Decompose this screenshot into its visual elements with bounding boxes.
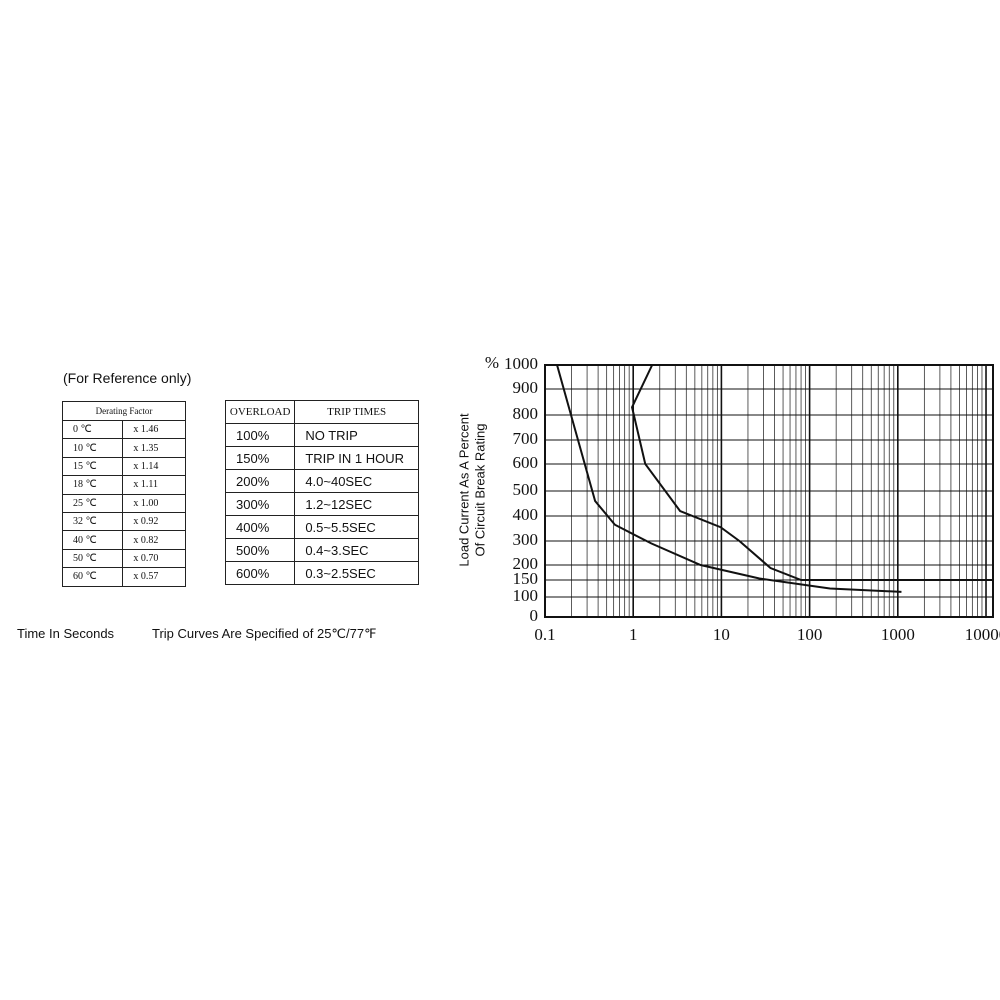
- table-row: 100% NO TRIP: [224, 423, 419, 447]
- table-cell: x 0.92: [122, 511, 186, 532]
- table-row: 40 ℃ x 0.82: [61, 530, 186, 550]
- y-axis-label: Load Current As A Percent: [456, 413, 471, 567]
- table-cell: NO TRIP: [294, 423, 419, 447]
- y-tick-label: 200: [513, 554, 539, 573]
- table-cell: 1.2~12SEC: [294, 492, 419, 516]
- table-row: 400% 0.5~5.5SEC: [224, 515, 419, 539]
- overload-table: OVERLOAD TRIP TIMES 100% NO TRIP 150% TRIP I…: [224, 400, 419, 585]
- table-cell: x 0.57: [122, 567, 186, 587]
- table-cell: x 1.35: [122, 438, 186, 458]
- table-row: 50 ℃ x 0.70: [61, 548, 186, 569]
- y-tick-label: 1000: [504, 354, 538, 373]
- table-cell: x 1.11: [122, 475, 186, 495]
- table-cell: 0.5~5.5SEC: [294, 515, 419, 539]
- table-cell: 0 ℃: [61, 419, 124, 440]
- y-tick-label: 900: [513, 378, 539, 397]
- y-tick-label: 400: [513, 505, 539, 524]
- table-cell: 15 ℃: [61, 456, 124, 477]
- footer-left: Time In Seconds: [17, 626, 115, 641]
- table-cell: x 1.14: [122, 456, 186, 477]
- y-tick-label: 300: [513, 530, 539, 549]
- table-row: 300% 1.2~12SEC: [224, 492, 419, 516]
- x-tick-label: 1: [629, 625, 638, 644]
- trip-curve: [630, 364, 993, 581]
- table-cell: 300%: [224, 492, 296, 516]
- table-cell: 40 ℃: [61, 530, 124, 550]
- table-cell: 600%: [224, 561, 296, 585]
- table-row: 0 ℃ x 1.46: [61, 419, 186, 440]
- x-tick-label: 10: [713, 625, 730, 644]
- y-axis-label: Of Circuit Break Rating: [472, 424, 487, 557]
- table-cell: 500%: [224, 538, 296, 562]
- y-unit: %: [485, 353, 499, 372]
- derating-table: Derating Factor 0 ℃ x 1.46 10 ℃ x 1.35 15 ℃ x…: [61, 401, 186, 587]
- table-row: 32 ℃ x 0.92: [61, 511, 186, 532]
- table-cell: 200%: [224, 469, 296, 493]
- table-cell: 100%: [224, 423, 296, 447]
- reference-note: (For Reference only): [63, 370, 192, 386]
- table-cell: 32 ℃: [61, 511, 124, 532]
- table-cell: x 0.70: [122, 548, 186, 569]
- table-cell: 50 ℃: [61, 548, 124, 569]
- y-tick-label: 100: [513, 586, 539, 605]
- table-cell: x 1.46: [122, 419, 186, 440]
- table-row: 200% 4.0~40SEC: [224, 469, 419, 493]
- table-row: 15 ℃ x 1.14: [61, 456, 186, 477]
- y-tick-label: 700: [513, 429, 539, 448]
- x-tick-label: 100: [797, 625, 823, 644]
- table-row: 60 ℃ x 0.57: [61, 567, 186, 587]
- table-row: 25 ℃ x 1.00: [61, 493, 186, 513]
- table-cell: 0.4~3.SEC: [294, 538, 419, 562]
- table-cell: 150%: [224, 446, 296, 470]
- table-cell: x 0.82: [122, 530, 186, 550]
- table-header: OVERLOAD: [224, 400, 296, 424]
- x-tick-label: 0.1: [534, 625, 555, 644]
- table-row: 10 ℃ x 1.35: [61, 438, 186, 458]
- trip-curve: [556, 364, 902, 593]
- table-row: 500% 0.4~3.SEC: [224, 538, 419, 562]
- y-tick-label: 600: [513, 453, 539, 472]
- table-cell: 4.0~40SEC: [294, 469, 419, 493]
- table-header: TRIP TIMES: [294, 400, 419, 424]
- y-tick-label: 800: [513, 404, 539, 423]
- y-tick-label: 150: [513, 569, 539, 588]
- table-cell: 400%: [224, 515, 296, 539]
- plot-frame: [544, 364, 994, 618]
- table-cell: 60 ℃: [61, 567, 124, 587]
- table-header: Derating Factor: [62, 401, 186, 421]
- table-row: 150% TRIP IN 1 HOUR: [224, 446, 419, 470]
- footer-right: Trip Curves Are Specified of 25℃/77℉: [152, 626, 377, 641]
- table-row: 600% 0.3~2.5SEC: [224, 561, 419, 585]
- table-cell: 25 ℃: [61, 493, 124, 513]
- table-row: 18 ℃ x 1.11: [61, 475, 186, 495]
- table-cell: 18 ℃: [61, 475, 124, 495]
- table-cell: 10 ℃: [61, 438, 124, 458]
- table-cell: x 1.00: [122, 493, 186, 513]
- y-tick-label: 500: [513, 480, 539, 499]
- x-tick-label: 1000: [881, 625, 915, 644]
- table-cell: 0.3~2.5SEC: [294, 561, 419, 585]
- table-cell: TRIP IN 1 HOUR: [294, 446, 419, 470]
- y-tick-label: 0: [530, 606, 539, 625]
